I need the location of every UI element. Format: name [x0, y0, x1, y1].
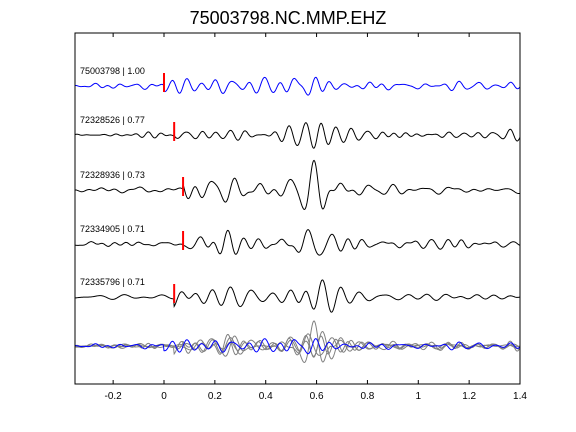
trace-label-1: 75003798 | 1.00 [80, 66, 145, 76]
trace-label-5: 72335796 | 0.71 [80, 277, 145, 287]
overlay-trace-2 [74, 335, 521, 358]
trace-label-4: 72334905 | 0.71 [80, 224, 145, 234]
waveform-trace-2 [74, 122, 521, 149]
x-tick-label: 1.2 [462, 391, 476, 402]
axes-frame [74, 32, 521, 385]
overlay-reference-trace [74, 338, 521, 355]
trace-label-3: 72328936 | 0.73 [80, 170, 145, 180]
waveform-trace-5 [74, 279, 521, 313]
x-tick-label: 0.8 [360, 391, 374, 402]
x-tick-label: 0.4 [259, 391, 273, 402]
waveform-trace-1 [74, 76, 521, 96]
plot-area: 75003798 | 1.00 72328526 | 0.77 72328936 |… [74, 32, 527, 402]
x-tick-label: 0 [161, 391, 167, 402]
x-tick-label: 0.2 [208, 391, 222, 402]
x-tick-label: 0.6 [310, 391, 324, 402]
chart-title: 75003798.NC.MMP.EHZ [190, 8, 387, 28]
overlay-trace-5 [74, 330, 521, 360]
x-tick-label: 1 [416, 391, 422, 402]
x-tick-label: -0.2 [105, 391, 123, 402]
trace-label-2: 72328526 | 0.77 [80, 115, 145, 125]
x-tick-label: 1.4 [513, 391, 527, 402]
waveform-trace-4 [74, 229, 521, 256]
waveform-trace-3 [74, 159, 521, 211]
